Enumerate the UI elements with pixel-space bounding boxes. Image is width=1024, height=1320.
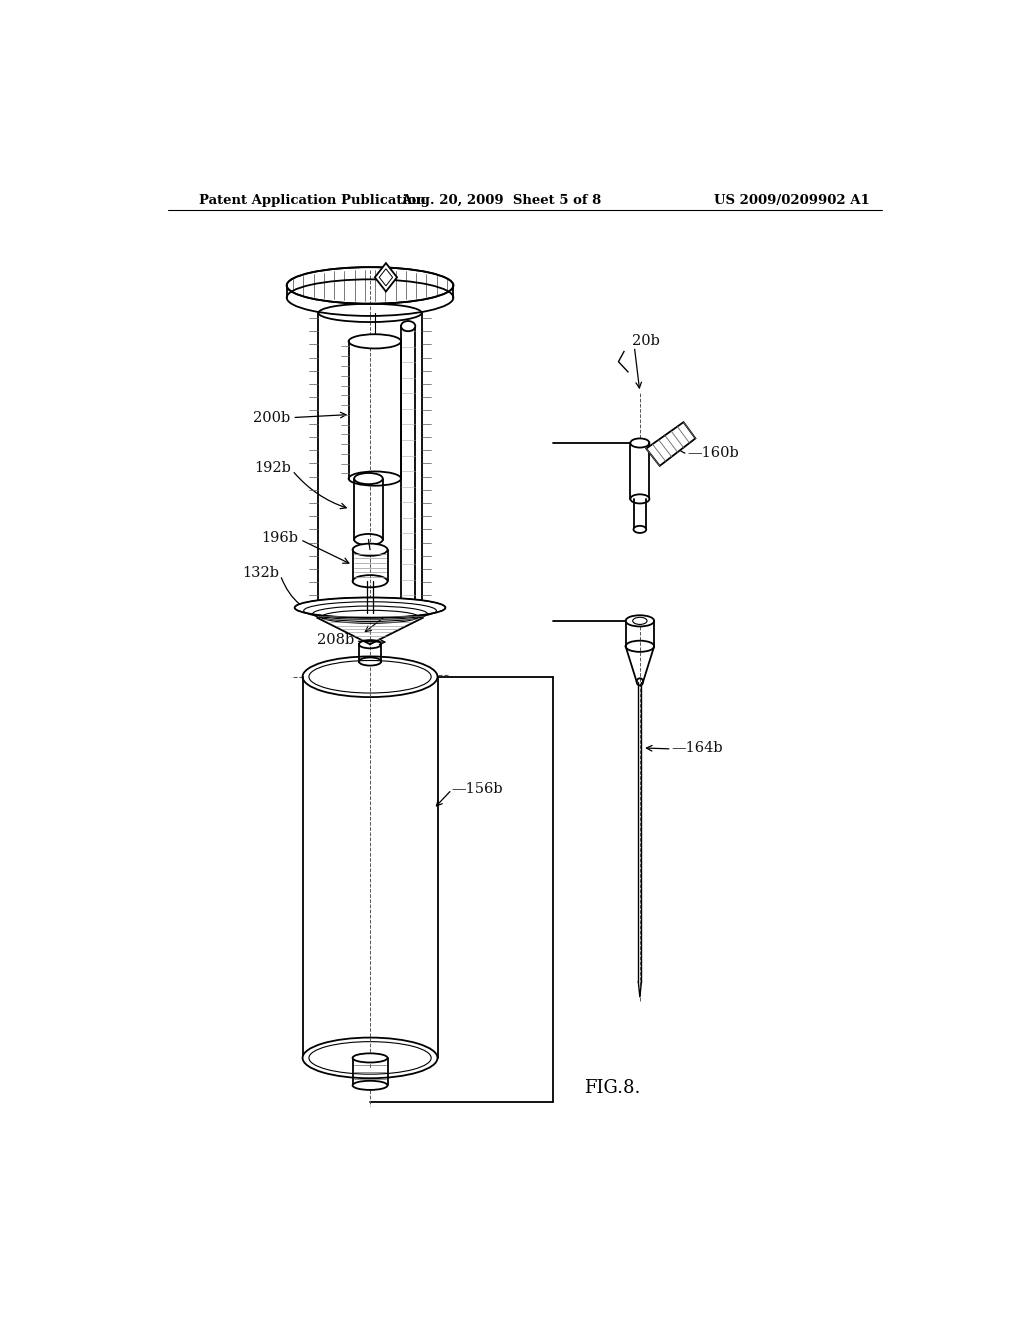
Text: 192b: 192b xyxy=(254,462,291,475)
Ellipse shape xyxy=(348,334,401,348)
Ellipse shape xyxy=(354,473,383,484)
Text: Patent Application Publication: Patent Application Publication xyxy=(200,194,426,207)
Ellipse shape xyxy=(631,438,649,447)
Ellipse shape xyxy=(626,615,654,627)
Text: FIG.8.: FIG.8. xyxy=(585,1080,641,1097)
Polygon shape xyxy=(379,269,392,286)
Ellipse shape xyxy=(352,544,387,556)
Text: Aug. 20, 2009  Sheet 5 of 8: Aug. 20, 2009 Sheet 5 of 8 xyxy=(400,194,601,207)
Text: —156b: —156b xyxy=(452,781,504,796)
Polygon shape xyxy=(646,422,695,466)
Text: 196b: 196b xyxy=(261,531,299,545)
Text: 200b: 200b xyxy=(253,411,291,425)
Ellipse shape xyxy=(287,267,454,304)
Polygon shape xyxy=(375,263,397,292)
Ellipse shape xyxy=(303,1038,437,1078)
Ellipse shape xyxy=(295,598,445,618)
Ellipse shape xyxy=(303,656,437,697)
Ellipse shape xyxy=(634,525,646,533)
Ellipse shape xyxy=(631,494,649,503)
Text: US 2009/0209902 A1: US 2009/0209902 A1 xyxy=(715,194,870,207)
Text: —160b: —160b xyxy=(687,446,739,461)
Text: —164b: —164b xyxy=(672,741,723,755)
Text: 208b: 208b xyxy=(316,634,354,647)
Ellipse shape xyxy=(352,1081,387,1090)
Text: 132b: 132b xyxy=(242,566,279,579)
Ellipse shape xyxy=(352,1053,387,1063)
Ellipse shape xyxy=(401,321,416,331)
Text: 204b: 204b xyxy=(297,276,334,289)
Text: 20b: 20b xyxy=(632,334,659,348)
